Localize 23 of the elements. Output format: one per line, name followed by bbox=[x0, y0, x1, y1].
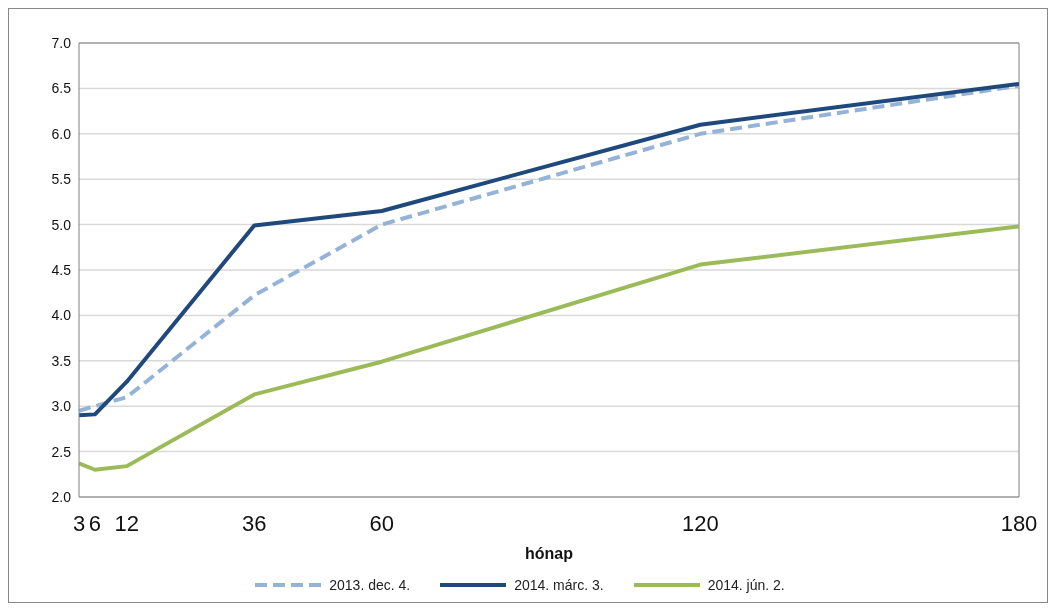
y-tick-label: 7.0 bbox=[51, 34, 72, 51]
legend-label: 2014. márc. 3. bbox=[513, 577, 604, 593]
x-tick-label: 60 bbox=[369, 510, 394, 536]
legend-label: 2013. dec. 4. bbox=[328, 577, 411, 593]
line-series bbox=[79, 224, 1019, 472]
y-tick-label: 6.0 bbox=[51, 125, 72, 142]
y-tick-label: 4.0 bbox=[51, 307, 72, 324]
y-tick-label: 4.5 bbox=[51, 261, 72, 278]
x-tick-label: 12 bbox=[114, 510, 140, 536]
x-tick-label: 180 bbox=[1000, 510, 1038, 536]
x-tick-label: 3 bbox=[72, 510, 86, 536]
y-tick-label: 6.5 bbox=[51, 80, 72, 97]
y-tick-label: 2.5 bbox=[51, 443, 72, 460]
x-tick-label: 120 bbox=[682, 510, 719, 536]
legend-label: 2014. jún. 2. bbox=[706, 577, 785, 593]
y-tick-label: 5.0 bbox=[51, 216, 72, 233]
y-tick-label: 5.5 bbox=[51, 171, 72, 188]
y-tick-label: 2.0 bbox=[51, 488, 72, 505]
y-tick-label: 3.0 bbox=[51, 398, 72, 415]
x-tick-label: 6 bbox=[88, 510, 102, 536]
x-axis-title: hónap bbox=[525, 545, 574, 562]
y-tick-label: 3.5 bbox=[51, 352, 72, 369]
x-tick-label: 36 bbox=[242, 510, 267, 536]
